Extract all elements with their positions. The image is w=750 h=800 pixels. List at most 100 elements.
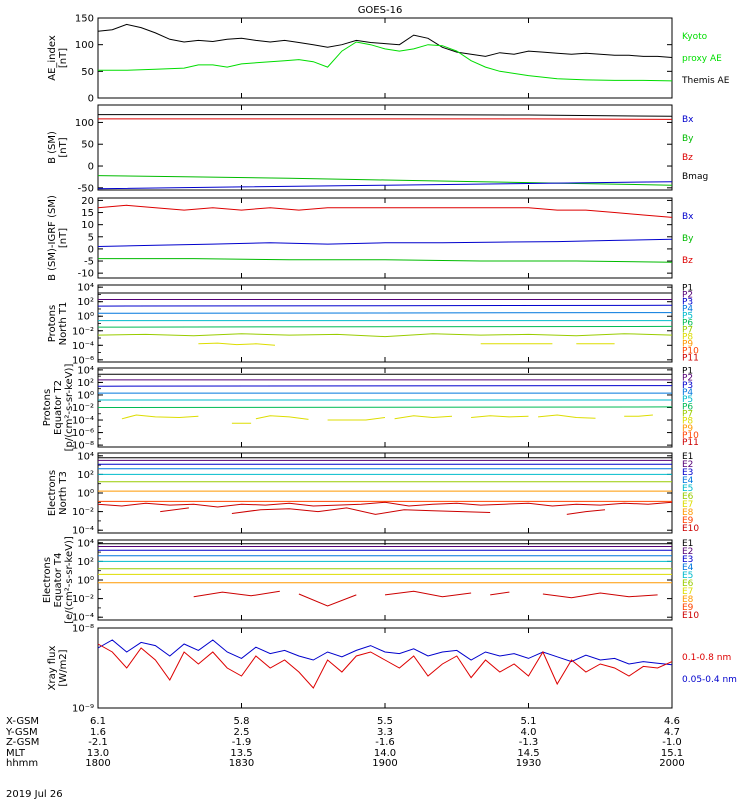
ephemeris-value: 13.5 — [230, 748, 252, 759]
y-tick-label: 0 — [88, 162, 94, 173]
legend-entry: E9 — [682, 516, 694, 526]
ephemeris-value: 1930 — [516, 758, 541, 769]
series-fragment — [327, 417, 386, 421]
legend-entry: P6 — [682, 402, 693, 412]
legend-entry: 0.1-0.8 nm — [682, 653, 731, 663]
panel-ae: 0 50 100 150 AE_index [nT] Kyoto proxy AE Themis… — [47, 14, 730, 105]
legend-entry: E1 — [682, 452, 693, 462]
y-tick-label: 100 — [75, 40, 94, 51]
legend-entry: Themis AE — [681, 76, 730, 86]
y-tick-label: 10⁻⁴ — [72, 613, 94, 624]
legend-entry: P10 — [682, 346, 699, 356]
y-axis-label: [p/(cm²-s-sr-keV)] — [64, 364, 75, 452]
legend-entry: E2 — [682, 460, 693, 470]
y-tick-label: 10⁴ — [77, 283, 94, 294]
ephemeris-value: 2.5 — [234, 727, 250, 738]
legend-entry: P4 — [682, 388, 693, 398]
y-tick-label: 10⁰ — [77, 390, 94, 401]
panel-pn: 10⁴ 10² 10⁰ 10⁻² 10⁻⁴ 10⁻⁶ Protons North T1 P1P2… — [47, 283, 699, 367]
panel-frame — [97, 17, 673, 99]
legend-entry: E3 — [682, 555, 693, 565]
y-tick-label: 10⁰ — [77, 576, 94, 587]
ephemeris-value: 14.0 — [374, 748, 396, 759]
y-tick-label: 0 — [88, 94, 94, 105]
legend-entry: P6 — [682, 318, 693, 328]
series-by — [97, 175, 673, 186]
y-tick-label: 50 — [81, 67, 94, 78]
y-tick-label: 10⁰ — [77, 312, 94, 323]
series-p8 — [198, 342, 276, 346]
legend-entry: P9 — [682, 424, 693, 434]
y-tick-label: 50 — [81, 140, 94, 151]
series-bx — [97, 181, 673, 190]
legend-entry: P8 — [682, 332, 693, 342]
series-fragment — [394, 415, 453, 420]
series-fragment — [566, 509, 606, 515]
legend-entry: P5 — [682, 311, 693, 321]
panel-ee: 10⁴ 10² 10⁰ 10⁻² 10⁻⁴ Electrons Equator T4 [e/(… — [42, 536, 699, 624]
y-axis-label: [e/(cm²-s-sr-keV)] — [64, 536, 75, 624]
y-tick-label: 10⁰ — [77, 489, 94, 500]
ephemeris-label: X-GSM — [6, 716, 39, 727]
series-p6 — [97, 406, 673, 408]
ephemeris-value: -1.3 — [519, 737, 539, 748]
legend-entry: E5 — [682, 571, 693, 581]
legend-entry: E5 — [682, 484, 693, 494]
series-kyoto-proxy-ae — [98, 41, 673, 82]
legend-entry: P9 — [682, 339, 693, 349]
series-p7 — [97, 333, 673, 338]
legend-entry: P5 — [682, 395, 693, 405]
y-tick-label: 10² — [77, 378, 94, 389]
series-fragment — [542, 592, 658, 599]
y-tick-label: 10⁻⁹ — [72, 704, 94, 715]
y-tick-label: 10⁻² — [72, 326, 94, 337]
panel-frame — [97, 627, 673, 709]
legend-entry: Bx — [682, 212, 694, 222]
legend-entry: E1 — [682, 539, 693, 549]
y-axis-label: [nT] — [58, 137, 69, 157]
y-tick-label: 10⁻⁶ — [72, 428, 94, 439]
series-bx — [97, 238, 673, 247]
ephemeris-value: 3.3 — [377, 727, 393, 738]
ephemeris-label: MLT — [6, 748, 26, 759]
series-fragment — [193, 590, 280, 598]
y-tick-label: 15 — [81, 208, 94, 219]
legend-entry: P7 — [682, 325, 693, 335]
legend-entry: E10 — [682, 524, 699, 534]
panel-frame — [97, 284, 673, 363]
series-themis-ae — [97, 23, 673, 58]
legend-entry: E7 — [682, 587, 693, 597]
series-0-05-0-4-nm — [97, 639, 673, 666]
legend-entry: By — [682, 234, 694, 244]
panel-frame — [97, 452, 673, 534]
legend-entry: P3 — [682, 381, 693, 391]
y-axis-label: B (SM)-IGRF (SM) — [47, 195, 58, 281]
y-axis-label: North T3 — [58, 471, 69, 515]
panel-en: 10⁴ 10² 10⁰ 10⁻² 10⁻⁴ Electrons North T3 E1E2E3… — [47, 451, 699, 536]
ephemeris-value: 6.1 — [90, 716, 106, 727]
ephemeris-value: 1800 — [85, 758, 110, 769]
legend-entry: P10 — [682, 431, 699, 441]
legend-entry: P8 — [682, 417, 693, 427]
legend-entry: P1 — [682, 283, 693, 293]
legend-entry: By — [682, 134, 694, 144]
y-tick-label: 10⁻⁶ — [72, 355, 94, 366]
y-axis-label: Electrons — [47, 470, 58, 516]
y-tick-label: 10⁻⁸ — [72, 624, 94, 635]
y-tick-label: 100 — [75, 118, 94, 129]
ephemeris-label: Y-GSM — [5, 727, 38, 738]
legend-entry: P4 — [682, 304, 693, 314]
y-axis-label: Equator T2 — [53, 380, 64, 435]
chart-title: GOES-16 — [358, 5, 403, 16]
y-tick-label: 0 — [88, 244, 94, 255]
legend-entry: E9 — [682, 603, 694, 613]
ephemeris-value: 13.0 — [87, 748, 109, 759]
series-fragment — [298, 593, 357, 607]
series-fragment — [231, 507, 491, 515]
y-tick-label: 150 — [75, 14, 94, 25]
series-by — [98, 258, 673, 263]
y-tick-label: 10⁻⁸ — [72, 441, 94, 452]
panel-xr: 10⁻⁸ 10⁻⁹ Xray flux [W/m2] 0.1-0.8 nm 0.05-0.… — [47, 624, 737, 715]
